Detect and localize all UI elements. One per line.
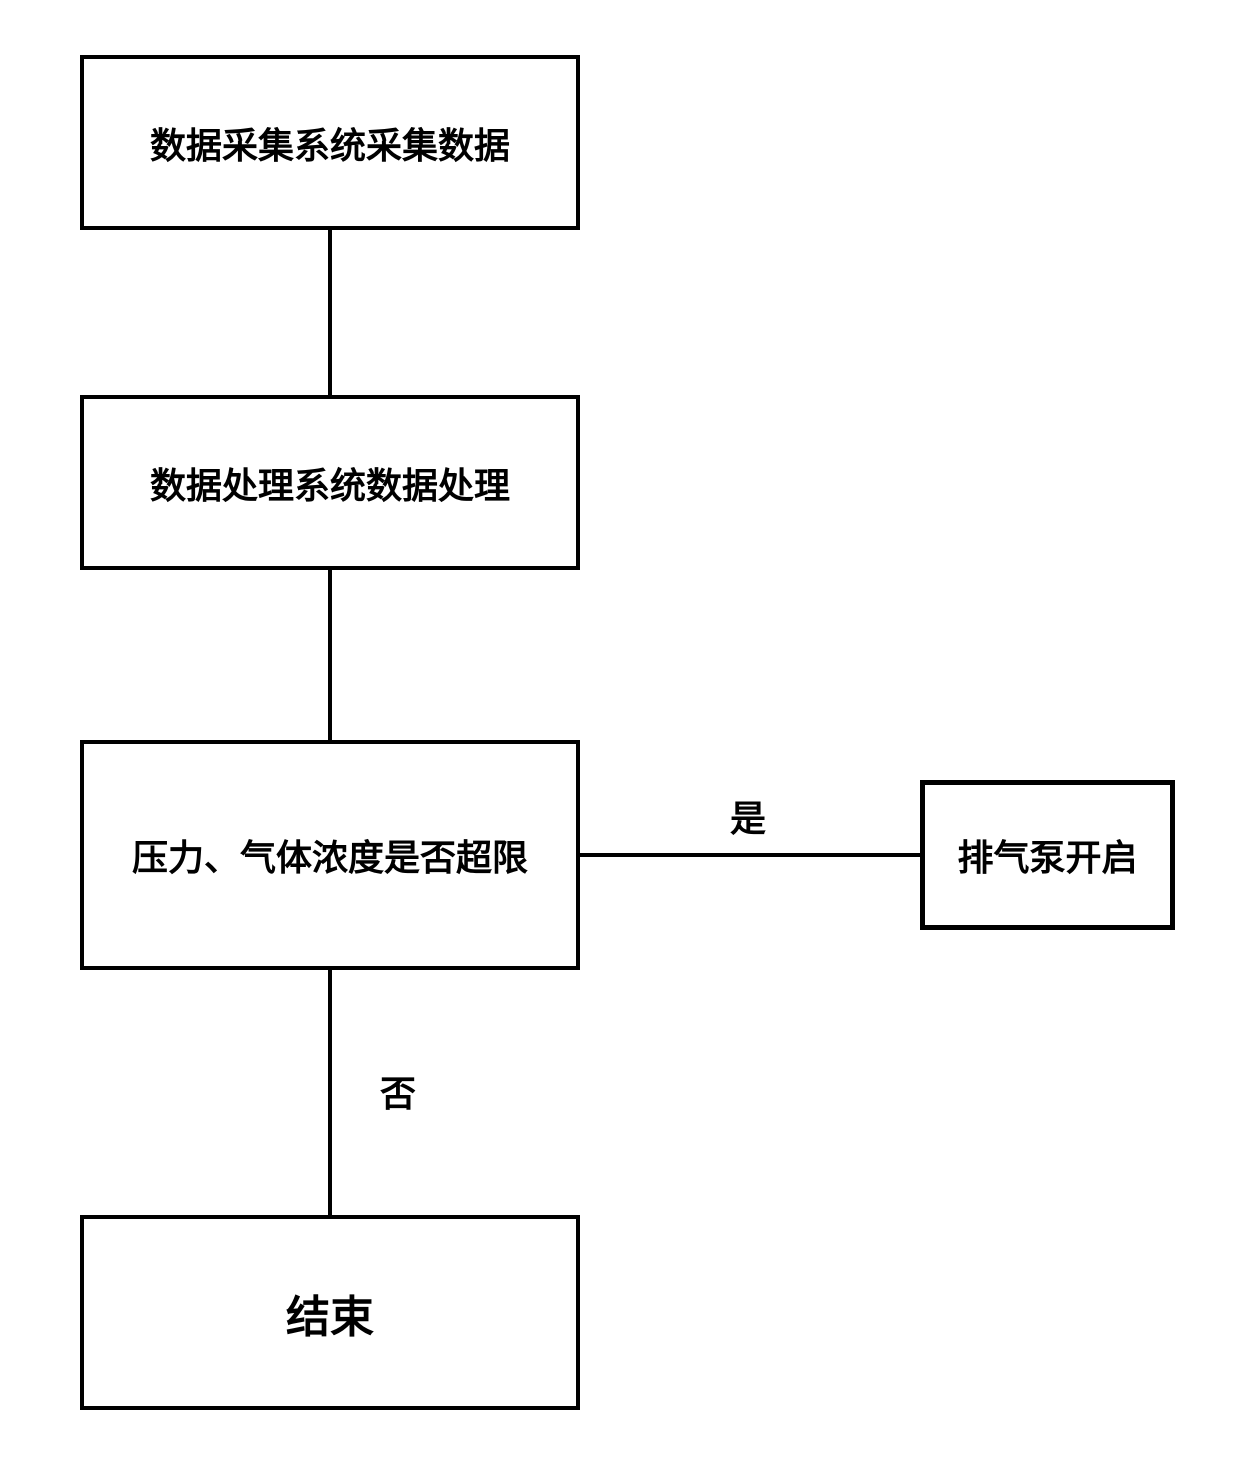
- node-data-collection: 数据采集系统采集数据: [80, 55, 580, 230]
- flowchart-container: 数据采集系统采集数据 数据处理系统数据处理 压力、气体浓度是否超限 排气泵开启 …: [0, 0, 1240, 1466]
- node-pump-on: 排气泵开启: [920, 780, 1175, 930]
- node-decision: 压力、气体浓度是否超限: [80, 740, 580, 970]
- node-label: 结束: [286, 1281, 374, 1345]
- node-label: 数据采集系统采集数据: [150, 117, 510, 169]
- label-text: 否: [380, 1074, 416, 1114]
- node-label: 压力、气体浓度是否超限: [132, 829, 528, 881]
- node-end: 结束: [80, 1215, 580, 1410]
- node-data-processing: 数据处理系统数据处理: [80, 395, 580, 570]
- edge-label-no: 否: [380, 1065, 416, 1117]
- node-label: 数据处理系统数据处理: [150, 457, 510, 509]
- node-label: 排气泵开启: [957, 829, 1137, 881]
- label-text: 是: [730, 799, 766, 839]
- edge-label-yes: 是: [730, 790, 766, 842]
